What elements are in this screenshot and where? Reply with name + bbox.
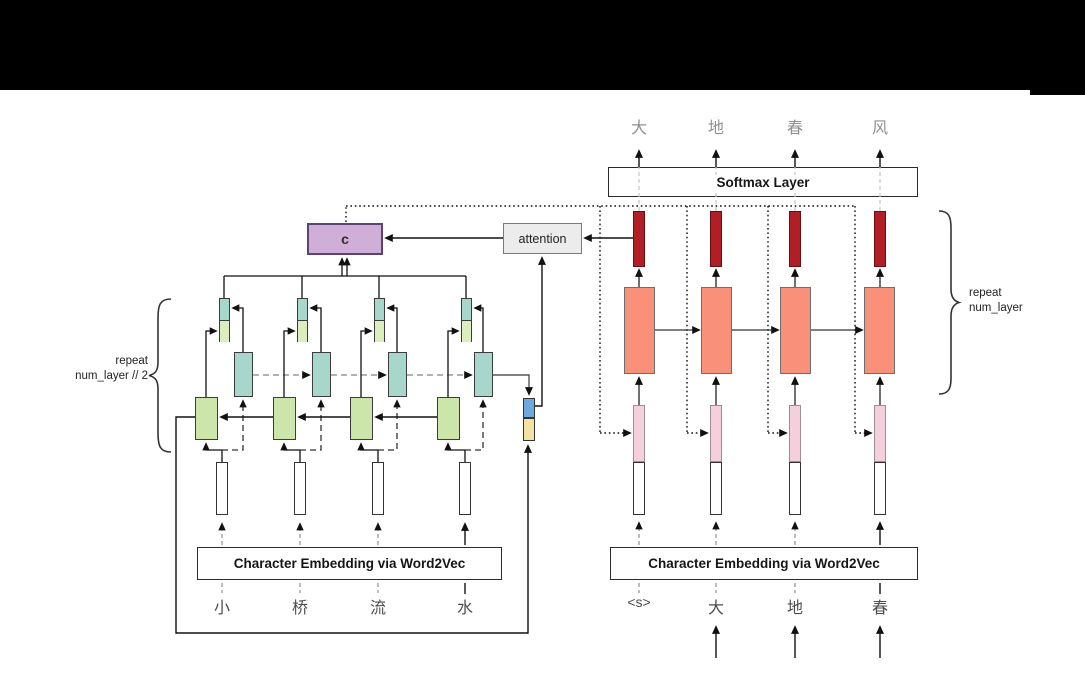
decoder-output-vector-3 — [789, 211, 801, 267]
decoder-hidden-state-2 — [701, 287, 732, 374]
context-vector-box: c — [307, 223, 383, 255]
decoder-input-char-1: <s> — [627, 594, 651, 610]
decoder-embedding-vector-1 — [633, 462, 645, 515]
decoder-hidden-state-1 — [624, 287, 655, 374]
encoder-final-forward-state — [523, 398, 535, 418]
encoder-concat-state-1 — [219, 298, 230, 342]
decoder-output-char-2: 地 — [707, 120, 724, 137]
decoder-embedding-vector-4 — [874, 462, 886, 515]
softmax-layer-box: Softmax Layer — [608, 167, 918, 197]
encoder-embedding-layer-box: Character Embedding via Word2Vec — [197, 547, 502, 580]
encoder-forward-state-1 — [234, 352, 253, 397]
encoder-backward-state-2 — [273, 397, 296, 440]
encoder-backward-state-1 — [195, 397, 218, 440]
decoder-embedding-layer-box: Character Embedding via Word2Vec — [610, 547, 918, 580]
encoder-embedding-vector-1 — [216, 462, 228, 515]
encoder-input-char-1: 小 — [213, 600, 230, 617]
encoder-backward-state-4 — [437, 397, 460, 440]
decoder-context-input-3 — [789, 405, 801, 462]
context-feedback-dotted-lines — [345, 205, 873, 438]
top-black-bar — [0, 0, 1085, 90]
decoder-hidden-state-3 — [780, 287, 811, 374]
attention-box: attention — [503, 223, 582, 254]
encoder-concat-state-4 — [461, 298, 472, 342]
softmax-connections — [634, 149, 885, 211]
decoder-context-input-1 — [633, 405, 645, 462]
decoder-input-char-3: 地 — [786, 600, 803, 617]
decoder-embedding-layer-label: Character Embedding via Word2Vec — [645, 556, 883, 571]
encoder-embedding-vector-2 — [294, 462, 306, 515]
encoder-forward-state-4 — [474, 352, 493, 397]
repeat-braces — [148, 210, 962, 453]
brace-left — [148, 298, 172, 453]
encoder-embedding-connections — [218, 522, 470, 594]
encoder-embedding-vector-3 — [372, 462, 384, 515]
encoder-concat-connections — [205, 257, 484, 397]
encoder-rnn-input-connections — [202, 399, 487, 462]
decoder-input-char-4: 春 — [871, 600, 888, 617]
encoder-final-state-connections — [175, 256, 547, 634]
encoder-repeat-label: repeat num_layer // 2 — [75, 355, 148, 383]
decoder-embedding-vector-3 — [789, 462, 801, 515]
encoder-concat-state-2 — [297, 298, 308, 342]
encoder-input-char-2: 桥 — [291, 600, 308, 617]
decoder-output-char-1: 大 — [630, 120, 647, 137]
encoder-backward-state-3 — [350, 397, 373, 440]
decoder-context-input-2 — [710, 405, 722, 462]
decoder-output-vector-2 — [710, 211, 722, 267]
decoder-embedding-vector-2 — [710, 462, 722, 515]
decoder-output-char-3: 春 — [786, 120, 803, 137]
decoder-embedding-connections — [635, 521, 885, 658]
decoder-input-char-2: 大 — [707, 600, 724, 617]
encoder-final-backward-state — [523, 418, 535, 441]
encoder-embedding-vector-4 — [459, 462, 471, 515]
softmax-layer-label: Softmax Layer — [713, 174, 813, 190]
attention-label: attention — [518, 231, 567, 246]
decoder-context-input-4 — [874, 405, 886, 462]
context-vector-label: c — [341, 231, 349, 247]
encoder-input-char-4: 水 — [456, 600, 473, 617]
encoder-embedding-layer-label: Character Embedding via Word2Vec — [230, 556, 469, 571]
encoder-concat-state-3 — [374, 298, 385, 342]
decoder-hidden-state-4 — [864, 287, 895, 374]
encoder-input-char-3: 流 — [369, 600, 386, 617]
encoder-forward-state-3 — [388, 352, 407, 397]
top-black-bar-edge — [1030, 90, 1085, 95]
decoder-output-vector-1 — [633, 211, 645, 267]
decoder-column-connections — [634, 268, 885, 405]
brace-right — [938, 210, 962, 395]
decoder-output-char-4: 风 — [871, 120, 888, 137]
decoder-output-vector-4 — [874, 211, 886, 267]
decoder-repeat-label: repeat num_layer — [969, 287, 1023, 315]
encoder-forward-state-2 — [312, 352, 331, 397]
